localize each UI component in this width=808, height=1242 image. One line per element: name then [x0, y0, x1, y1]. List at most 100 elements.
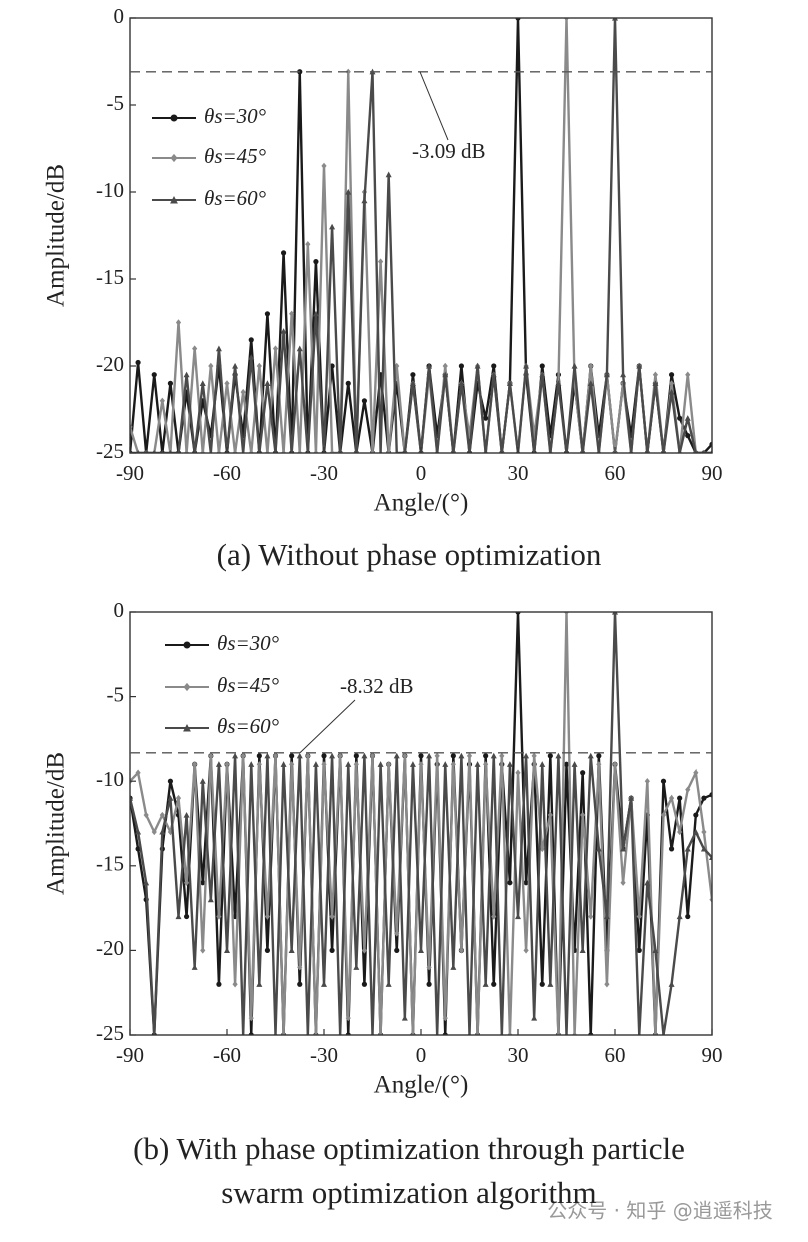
marker: [636, 913, 642, 920]
marker: [523, 362, 530, 369]
y-tick-label: -20: [96, 936, 124, 960]
marker: [289, 761, 295, 768]
y-tick-label: -10: [96, 178, 124, 202]
marker: [248, 337, 254, 343]
marker: [693, 769, 699, 776]
marker: [191, 964, 198, 970]
marker: [135, 359, 141, 366]
x-tick-label: 90: [702, 1043, 723, 1067]
marker: [248, 449, 254, 453]
marker: [491, 363, 497, 369]
marker: [474, 362, 481, 369]
marker: [684, 415, 691, 421]
marker: [652, 371, 659, 378]
marker: [694, 449, 698, 453]
marker: [702, 449, 706, 453]
marker: [409, 380, 416, 386]
marker: [571, 761, 578, 767]
marker: [547, 753, 553, 759]
y-tick-label: -25: [96, 1021, 124, 1045]
y-tick-label: -15: [96, 265, 124, 289]
marker: [442, 1014, 448, 1022]
marker: [515, 913, 521, 920]
marker: [539, 363, 545, 369]
marker: [701, 828, 707, 836]
marker: [361, 947, 368, 954]
marker: [507, 1031, 513, 1035]
marker: [370, 1031, 375, 1035]
marker: [499, 752, 505, 760]
x-tick-label: -90: [116, 461, 144, 485]
y-tick-label: -20: [96, 352, 124, 376]
marker: [264, 752, 271, 759]
legend-label: θs=60°: [217, 714, 280, 738]
marker: [678, 449, 682, 453]
x-tick-label: -90: [116, 1043, 144, 1067]
marker: [135, 828, 142, 835]
marker: [581, 449, 585, 453]
marker: [595, 845, 602, 852]
marker: [652, 380, 659, 386]
marker: [264, 449, 271, 453]
marker: [571, 362, 578, 369]
marker: [361, 197, 368, 204]
marker: [152, 449, 156, 453]
marker: [159, 811, 165, 819]
annotation-leader: [419, 71, 449, 141]
marker: [183, 913, 190, 920]
legend-label: θs=45°: [204, 144, 267, 168]
marker: [661, 1031, 666, 1035]
x-axis-label: Angle/(°): [374, 490, 469, 517]
marker: [192, 761, 198, 768]
marker: [170, 114, 178, 122]
marker: [151, 372, 157, 378]
marker: [377, 1031, 384, 1035]
marker: [377, 761, 384, 767]
marker: [175, 794, 182, 802]
marker: [564, 449, 569, 453]
caption: swarm optimization algorithm: [221, 1175, 596, 1210]
marker: [548, 449, 552, 453]
marker: [290, 449, 294, 453]
marker: [272, 345, 279, 352]
marker: [199, 778, 206, 784]
marker: [490, 752, 497, 759]
x-tick-label: 60: [605, 1043, 626, 1067]
marker: [297, 981, 303, 987]
marker: [353, 761, 359, 768]
marker: [668, 380, 675, 387]
marker: [394, 930, 400, 937]
marker: [515, 769, 521, 776]
marker: [361, 398, 368, 404]
marker: [329, 913, 335, 920]
y-tick-label: -25: [96, 439, 124, 463]
marker: [167, 380, 174, 386]
marker: [435, 449, 439, 453]
marker: [264, 947, 271, 954]
marker: [207, 896, 214, 903]
marker: [523, 752, 530, 759]
marker: [426, 964, 432, 971]
marker: [668, 389, 675, 395]
marker: [466, 752, 473, 760]
y-tick-label: -15: [96, 852, 124, 876]
marker: [386, 449, 392, 453]
marker: [354, 449, 358, 453]
x-tick-label: 0: [416, 1043, 427, 1067]
marker: [467, 449, 472, 453]
y-tick-label: -5: [107, 682, 125, 706]
marker: [361, 752, 368, 759]
marker: [248, 761, 255, 767]
marker: [506, 761, 513, 767]
marker: [240, 752, 246, 760]
marker: [313, 1031, 319, 1035]
marker: [483, 761, 489, 768]
marker: [523, 947, 529, 954]
legend-label: θs=30°: [217, 631, 280, 655]
marker: [660, 811, 667, 819]
annotation: -3.09 dB: [412, 139, 486, 163]
marker: [241, 1031, 245, 1035]
legend-label: θs=30°: [204, 104, 267, 128]
marker: [369, 752, 376, 760]
y-tick-label: -10: [96, 767, 124, 791]
